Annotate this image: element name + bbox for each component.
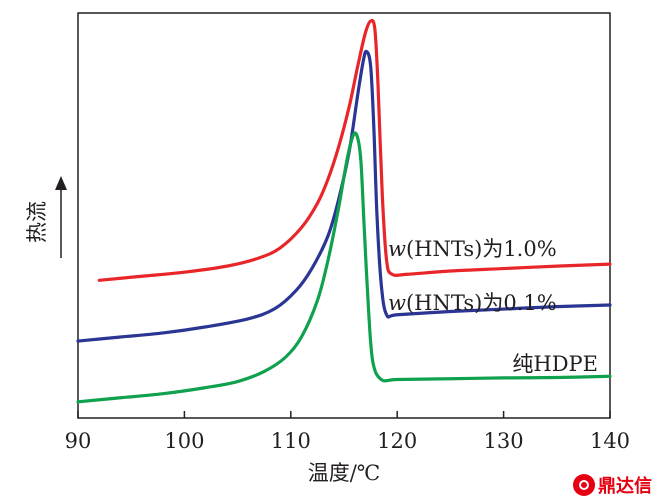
x-tick-labels: 90 100 110 120 130 140 [65,429,630,453]
watermark-logo-icon [573,474,595,496]
x-axis-title: 温度/℃ [308,461,381,485]
series-label-1: w(HNTs)为0.1% [388,291,557,315]
watermark-text: 鼎达信 [598,476,652,497]
series-label-prefix: w [388,291,406,315]
y-axis-arrow-head [55,176,67,190]
x-tick-label: 140 [590,429,630,453]
series-labels: w(HNTs)为1.0%w(HNTs)为0.1%纯HDPE [388,237,598,376]
x-tick-label: 100 [164,429,204,453]
series-label-text: 纯HDPE [512,352,598,376]
x-tick-label: 90 [65,429,92,453]
x-tick-label: 130 [484,429,524,453]
x-ticks [77,411,611,418]
x-tick-label: 120 [377,429,417,453]
y-axis-title: 热流 [25,201,49,243]
series-label-2: 纯HDPE [512,352,598,376]
series-line-1 [76,49,612,343]
series-label-text: (HNTs)为1.0% [406,237,557,261]
series-lines [76,18,612,404]
series-line-0 [97,18,612,282]
series-label-0: w(HNTs)为1.0% [388,237,557,261]
series-label-text: (HNTs)为0.1% [406,291,557,315]
watermark: 鼎达信 [573,472,652,498]
plot-frame [77,12,611,419]
x-tick-label: 110 [271,429,311,453]
y-axis-title-group: 热流 [25,176,67,258]
series-label-prefix: w [388,237,406,261]
series-line-2 [76,131,612,404]
